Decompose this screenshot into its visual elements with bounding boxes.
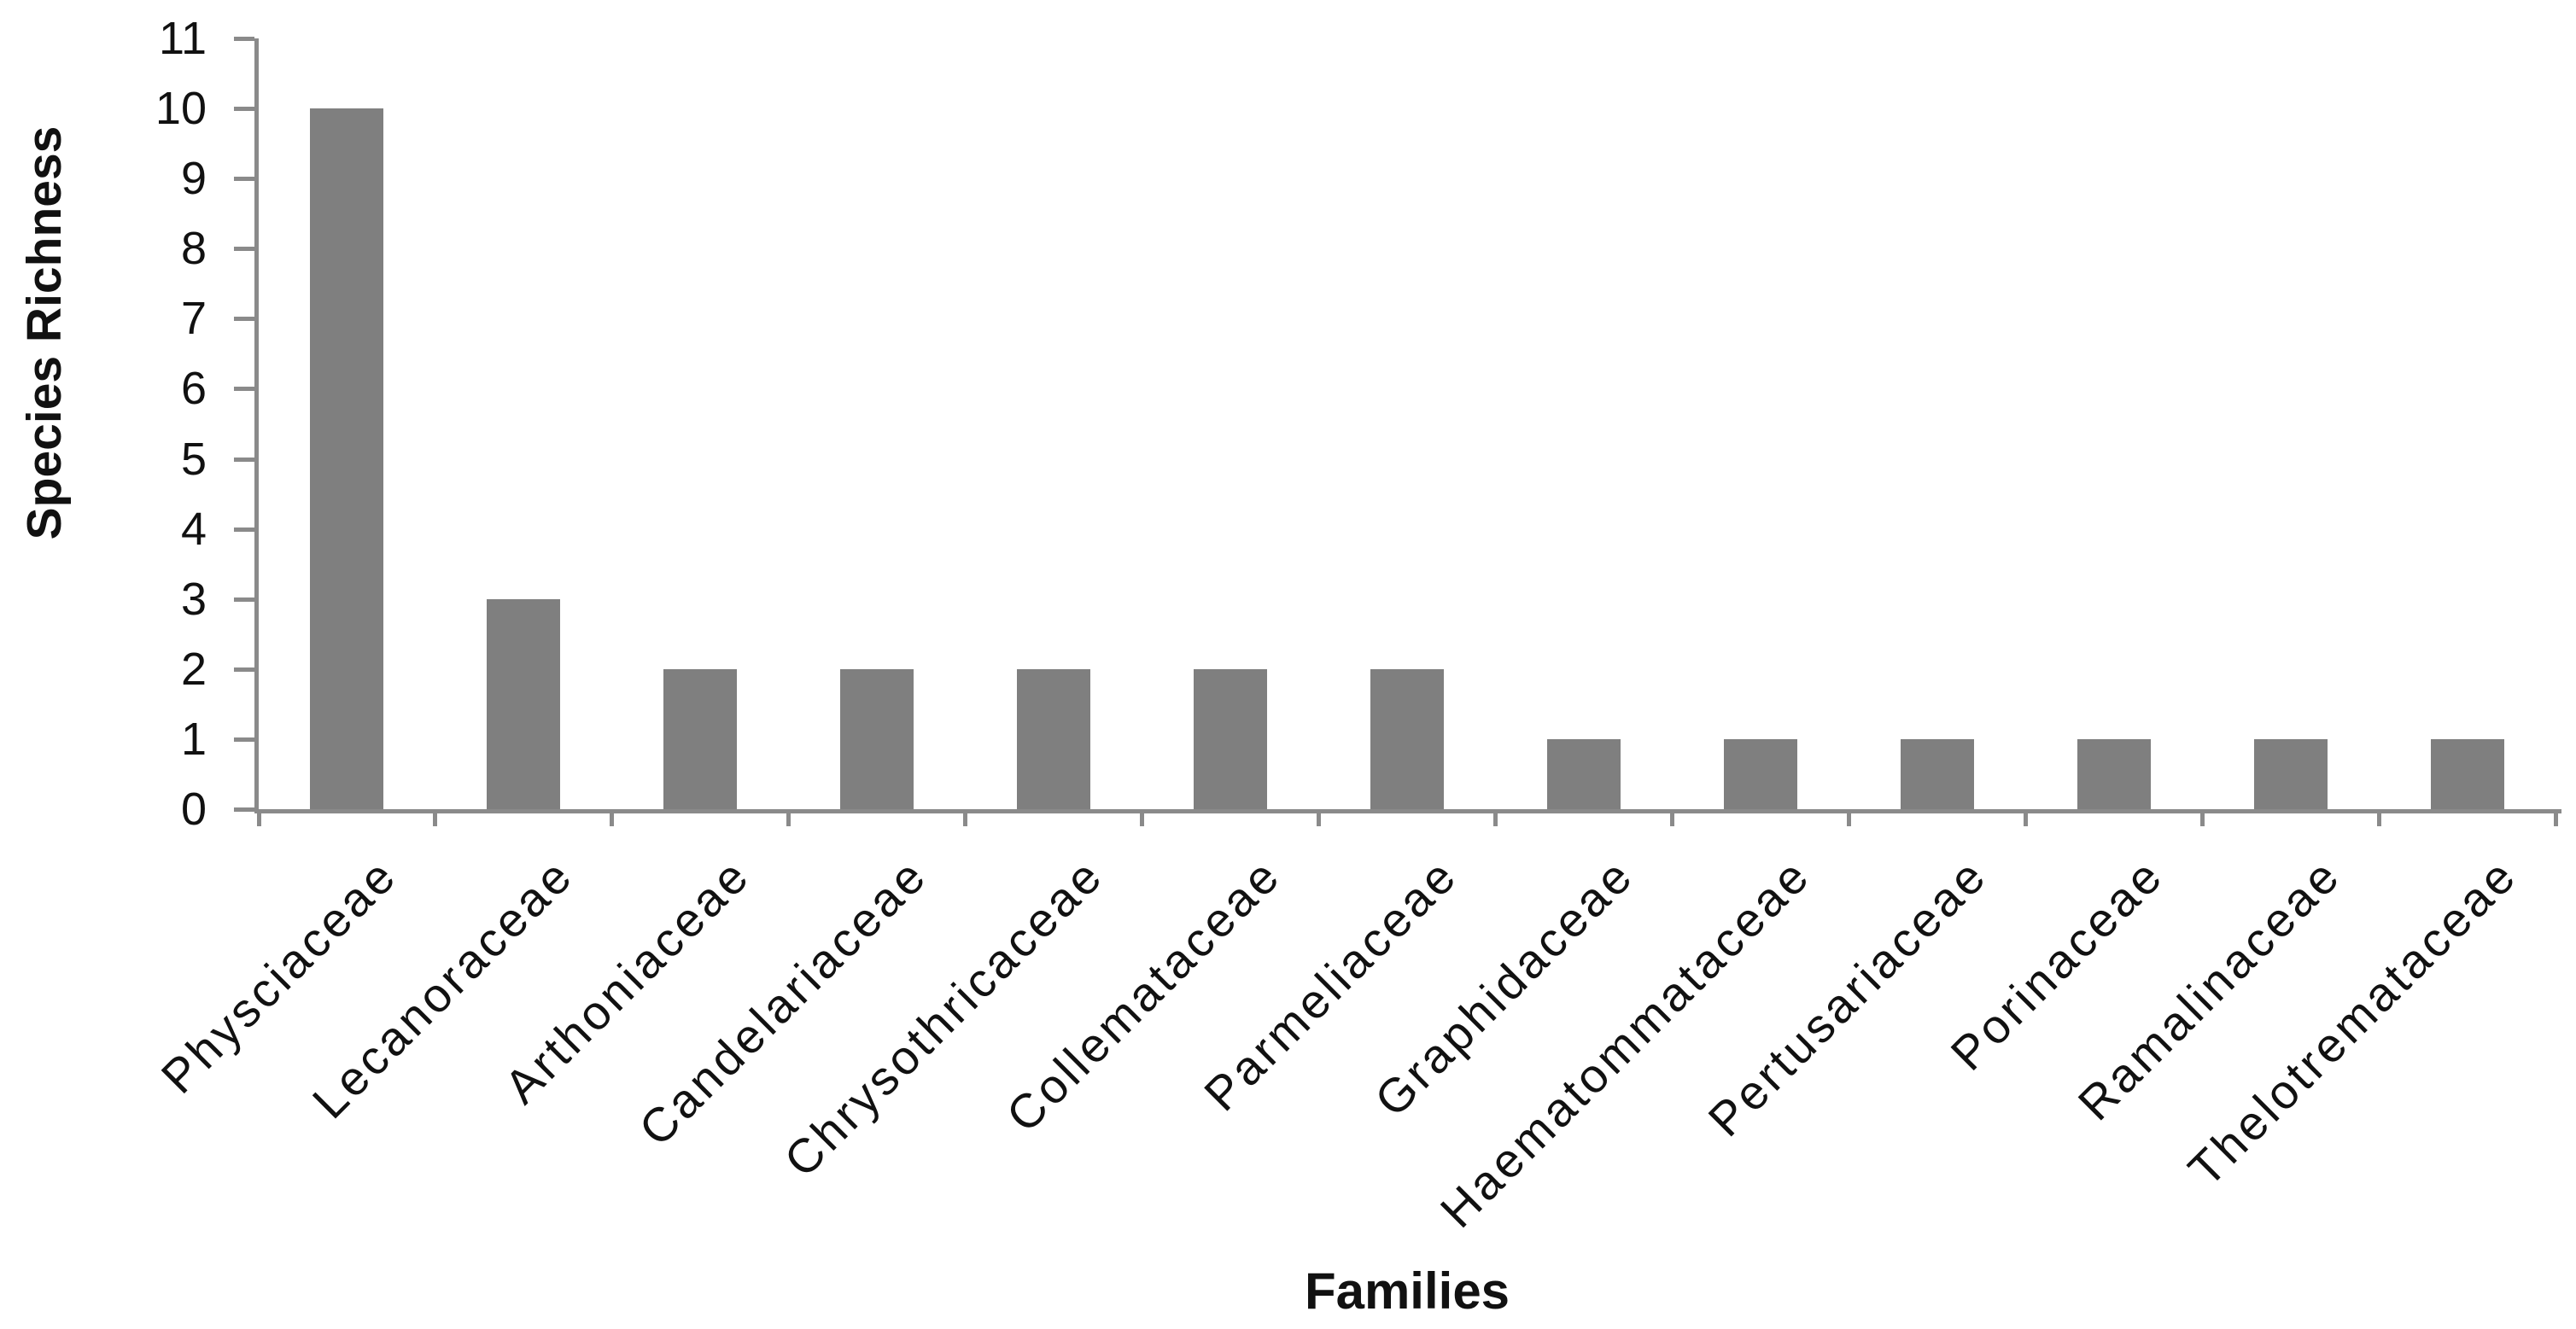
y-axis-tick	[234, 177, 254, 182]
x-axis-tick	[2199, 809, 2205, 826]
y-axis-tick	[234, 807, 254, 812]
y-tick-label: 10	[155, 83, 207, 135]
bar	[1723, 738, 1797, 809]
bar	[840, 668, 914, 809]
y-axis-tick	[234, 527, 254, 532]
y-axis-tick	[234, 387, 254, 392]
y-tick-label: 7	[180, 293, 207, 345]
x-axis-line	[254, 809, 2561, 813]
x-axis-tick	[786, 809, 791, 826]
y-axis-tick	[234, 247, 254, 252]
y-tick-label: 9	[180, 153, 207, 205]
bar	[663, 668, 738, 809]
x-axis-tick	[1492, 809, 1498, 826]
y-axis-tick	[234, 317, 254, 322]
x-axis-tick	[963, 809, 968, 826]
x-axis-tick	[1140, 809, 1145, 826]
x-axis-tick	[433, 809, 438, 826]
y-axis-tick	[234, 597, 254, 602]
y-tick-label: 0	[180, 784, 207, 835]
y-tick-label: 8	[180, 223, 207, 275]
bar	[2077, 738, 2151, 809]
bar	[1900, 738, 1974, 809]
bar	[1194, 668, 1268, 809]
y-axis-tick	[234, 457, 254, 462]
y-tick-label: 3	[180, 573, 207, 625]
x-axis-tick	[256, 809, 261, 826]
y-tick-label: 4	[180, 503, 207, 555]
x-axis-tick	[2553, 809, 2558, 826]
y-axis-tick	[234, 37, 254, 41]
bar	[487, 598, 561, 809]
y-tick-label: 2	[180, 643, 207, 695]
x-category-label: Thelotremataceae	[2177, 847, 2527, 1197]
x-axis-tick	[1669, 809, 1674, 826]
y-axis-tick	[234, 737, 254, 742]
bar	[1546, 738, 1621, 809]
x-axis-tick	[2376, 809, 2381, 826]
x-category-label: Chrysothricaceae	[774, 847, 1114, 1187]
y-tick-label: 5	[180, 433, 207, 485]
x-axis-tick	[610, 809, 615, 826]
y-tick-label: 1	[180, 713, 207, 765]
y-tick-label: 11	[158, 13, 207, 64]
bar	[2253, 738, 2328, 809]
x-axis-title: Families	[1304, 1262, 1510, 1320]
y-axis-tick	[234, 107, 254, 112]
y-axis-line	[254, 38, 259, 813]
x-axis-tick	[1846, 809, 1851, 826]
x-axis-tick	[2023, 809, 2028, 826]
bar	[1370, 668, 1444, 809]
bar	[2430, 738, 2504, 809]
y-axis-tick	[234, 667, 254, 672]
y-tick-label: 6	[180, 363, 207, 415]
bar	[1017, 668, 1091, 809]
x-axis-tick	[1317, 809, 1322, 826]
bar	[310, 108, 384, 809]
